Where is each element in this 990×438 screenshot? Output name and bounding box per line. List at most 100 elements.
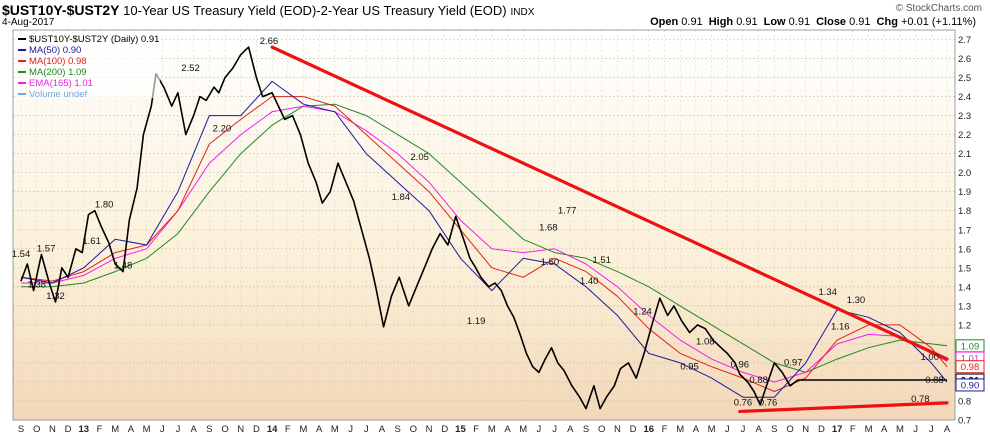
x-tick-label: J bbox=[364, 424, 369, 435]
ohlc-value-open: 0.91 bbox=[681, 16, 703, 28]
x-tick-label: O bbox=[33, 424, 40, 435]
data-label: 0.95 bbox=[680, 361, 699, 372]
x-tick-label: M bbox=[143, 424, 151, 435]
ohlc-value-close: 0.91 bbox=[849, 16, 871, 28]
y-tick-label: 1.4 bbox=[958, 282, 971, 293]
symbol-description: 10-Year US Treasury Yield (EOD)-2-Year U… bbox=[123, 3, 507, 18]
data-label: 0.97 bbox=[784, 358, 803, 369]
x-tick-label: A bbox=[881, 424, 888, 435]
value-tag-box bbox=[955, 360, 985, 374]
x-tick-label: M bbox=[300, 424, 308, 435]
data-label: 0.76 bbox=[759, 398, 778, 409]
x-tick-label: M bbox=[331, 424, 339, 435]
data-label: 1.32 bbox=[46, 291, 65, 302]
data-label: 0.96 bbox=[731, 360, 750, 371]
value-tag: 1.01 bbox=[961, 354, 980, 365]
x-tick-label: F bbox=[473, 424, 479, 435]
y-tick-label: 1.3 bbox=[958, 301, 971, 312]
y-tick-label: 2.4 bbox=[958, 92, 971, 103]
x-tick-label: J bbox=[741, 424, 746, 435]
x-tick-label: O bbox=[786, 424, 793, 435]
x-tick-label: D bbox=[253, 424, 260, 435]
y-tick-label: 2.6 bbox=[958, 54, 971, 65]
symbol: $UST10Y-$UST2Y bbox=[2, 2, 120, 18]
x-tick-label: M bbox=[708, 424, 716, 435]
x-tick-label: J bbox=[913, 424, 918, 435]
data-label: 1.61 bbox=[82, 236, 101, 247]
x-tick-label: S bbox=[395, 424, 401, 435]
y-tick-label: 2.0 bbox=[958, 168, 971, 179]
ohlc-label-close: Close bbox=[816, 16, 850, 28]
x-tick-label: A bbox=[190, 424, 197, 435]
x-tick-label: D bbox=[630, 424, 637, 435]
y-tick-label: 2.7 bbox=[958, 35, 971, 46]
data-label: 2.52 bbox=[181, 63, 200, 74]
x-tick-label: 13 bbox=[78, 424, 89, 435]
ohlc-label-open: Open bbox=[650, 16, 682, 28]
data-label: 1.57 bbox=[37, 243, 56, 254]
x-tick-label: A bbox=[755, 424, 762, 435]
x-tick-label: O bbox=[410, 424, 417, 435]
ohlc-label-high: High bbox=[708, 16, 737, 28]
y-tick-label: 1.8 bbox=[958, 206, 971, 217]
x-tick-label: N bbox=[426, 424, 433, 435]
y-tick-label: 0.8 bbox=[958, 396, 971, 407]
x-tick-label: A bbox=[944, 424, 951, 435]
y-tick-label: 2.3 bbox=[958, 111, 971, 122]
ohlc-value-chg: +0.01 (+1.11%) bbox=[900, 16, 976, 28]
chart-date: 4-Aug-2017 bbox=[2, 17, 55, 28]
data-label: 2.20 bbox=[213, 124, 232, 135]
y-tick-label: 1.6 bbox=[958, 244, 971, 255]
x-tick-label: F bbox=[850, 424, 856, 435]
legend-item: MA(100) 0.98 bbox=[29, 56, 87, 67]
x-tick-label: N bbox=[237, 424, 244, 435]
x-tick-label: D bbox=[65, 424, 72, 435]
y-tick-label: 1.2 bbox=[958, 320, 971, 331]
x-tick-label: O bbox=[221, 424, 228, 435]
x-tick-label: J bbox=[348, 424, 353, 435]
data-label: 1.40 bbox=[580, 276, 599, 287]
x-tick-label: N bbox=[614, 424, 621, 435]
x-tick-label: F bbox=[285, 424, 291, 435]
value-tag-box bbox=[955, 378, 985, 392]
ohlc-value-low: 0.91 bbox=[788, 16, 811, 28]
plot-background bbox=[13, 30, 955, 420]
data-label: 1.50 bbox=[541, 257, 560, 268]
ohlc-value-high: 0.91 bbox=[736, 16, 758, 28]
x-tick-label: F bbox=[662, 424, 668, 435]
x-tick-label: A bbox=[128, 424, 135, 435]
x-tick-label: D bbox=[818, 424, 825, 435]
x-tick-label: 15 bbox=[455, 424, 466, 435]
y-tick-label: 2.5 bbox=[958, 73, 971, 84]
data-label: 1.68 bbox=[539, 223, 558, 234]
data-label: 1.34 bbox=[818, 287, 837, 298]
data-label: 1.24 bbox=[633, 306, 652, 317]
data-label: 1.00 bbox=[920, 352, 939, 363]
x-tick-label: A bbox=[316, 424, 323, 435]
x-tick-label: J bbox=[176, 424, 181, 435]
y-tick-label: 2.1 bbox=[958, 149, 971, 160]
chart-title: $UST10Y-$UST2Y 10-Year US Treasury Yield… bbox=[2, 2, 534, 18]
value-tag: 1.09 bbox=[961, 341, 980, 352]
ohlc-label-low: Low bbox=[763, 16, 789, 28]
series-line-price bbox=[20, 46, 947, 410]
y-tick-label: 1.9 bbox=[958, 187, 971, 198]
x-tick-label: S bbox=[206, 424, 212, 435]
legend-item: EMA(165) 1.01 bbox=[29, 78, 93, 89]
data-label: 1.19 bbox=[467, 316, 486, 327]
data-label: 0.88 bbox=[749, 375, 768, 386]
data-label: 0.88 bbox=[925, 375, 944, 386]
x-tick-label: M bbox=[111, 424, 119, 435]
x-tick-label: 16 bbox=[644, 424, 655, 435]
data-label: 2.66 bbox=[260, 36, 279, 47]
data-label: 0.76 bbox=[734, 398, 753, 409]
x-tick-label: M bbox=[896, 424, 904, 435]
x-tick-label: N bbox=[49, 424, 56, 435]
legend-item: MA(200) 1.09 bbox=[29, 67, 87, 78]
legend-item: Volume undef bbox=[29, 89, 87, 100]
value-tag: 0.98 bbox=[961, 362, 980, 373]
ohlc-readout: Open 0.91 High 0.91 Low 0.91 Close 0.91 Chg … bbox=[650, 16, 982, 28]
x-tick-label: J bbox=[929, 424, 934, 435]
data-label: 2.05 bbox=[410, 152, 429, 163]
